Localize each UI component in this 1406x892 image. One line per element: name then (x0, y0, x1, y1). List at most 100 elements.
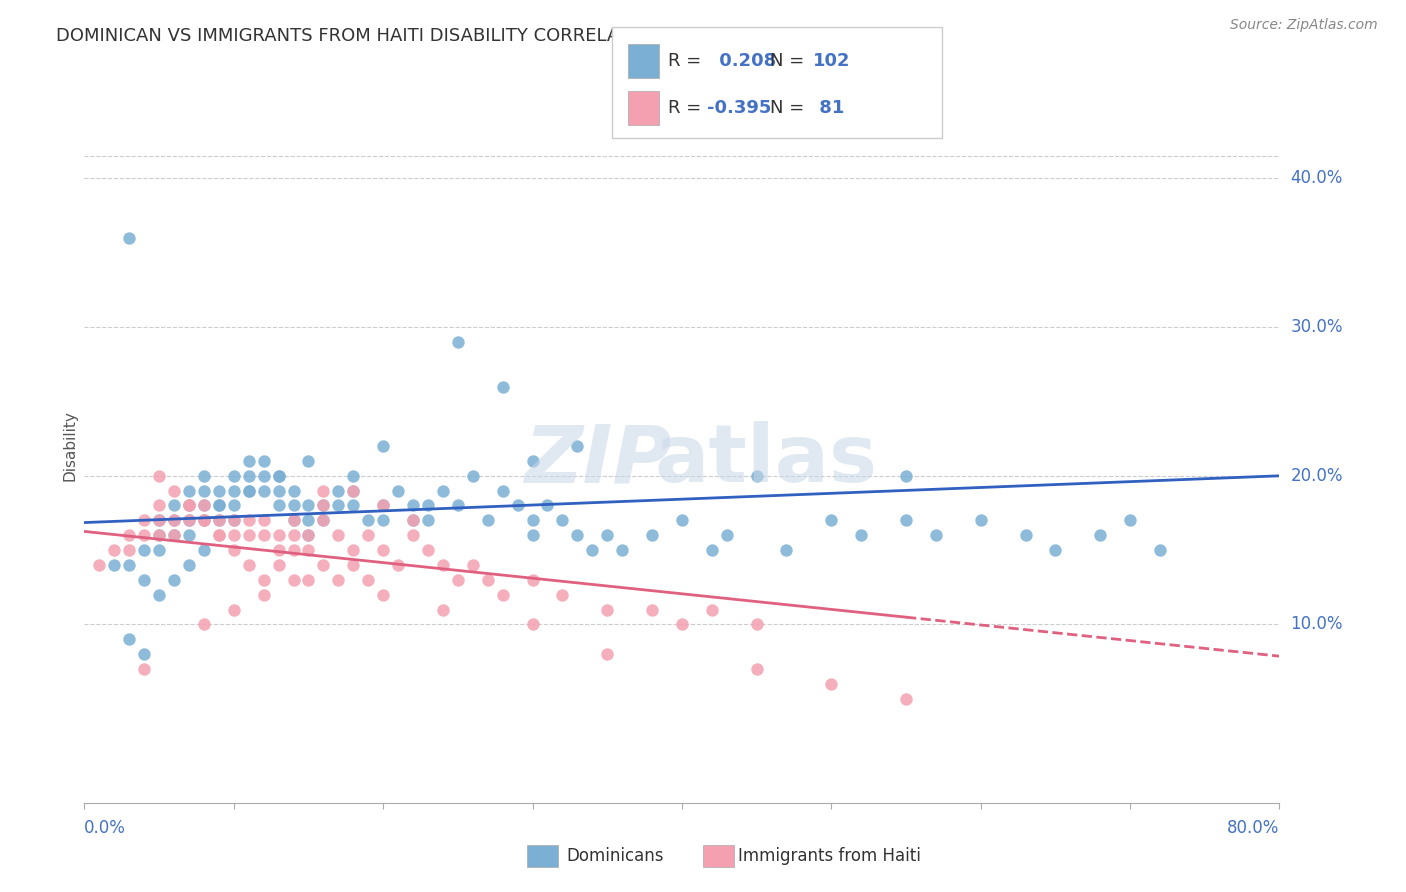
Point (373, 499, 395, 513)
Point (222, 528, 245, 542)
Point (522, 513, 544, 527)
Point (402, 513, 425, 527)
Point (283, 499, 305, 513)
Point (148, 528, 170, 542)
Point (177, 499, 200, 513)
Point (222, 543, 245, 558)
Point (177, 558, 200, 572)
Point (222, 602, 245, 616)
Point (745, 468, 768, 483)
Point (297, 499, 319, 513)
Point (177, 513, 200, 527)
Point (612, 543, 634, 558)
Point (267, 468, 290, 483)
Point (267, 558, 290, 572)
Point (193, 513, 215, 527)
Point (267, 543, 290, 558)
Point (477, 573, 499, 587)
Point (163, 513, 186, 527)
Point (193, 617, 215, 632)
Point (1119, 513, 1142, 527)
Point (596, 647, 619, 661)
Point (283, 528, 305, 542)
Point (148, 543, 170, 558)
Point (193, 499, 215, 513)
Point (222, 513, 245, 527)
Point (432, 602, 454, 616)
Point (387, 483, 409, 498)
Text: ZIP: ZIP (524, 421, 672, 500)
Point (671, 513, 693, 527)
Point (432, 483, 454, 498)
Y-axis label: Disability: Disability (62, 410, 77, 482)
Point (283, 483, 305, 498)
Text: 20.0%: 20.0% (1291, 467, 1343, 484)
Point (253, 573, 276, 587)
Point (357, 513, 380, 527)
Point (253, 588, 276, 602)
Point (820, 677, 842, 691)
Point (432, 558, 454, 572)
Point (357, 573, 380, 587)
Point (208, 528, 231, 542)
Point (238, 513, 260, 527)
Point (567, 528, 589, 542)
Point (312, 483, 335, 498)
Point (267, 483, 290, 498)
Point (522, 528, 544, 542)
Point (283, 573, 305, 587)
Point (132, 662, 156, 676)
Point (894, 468, 917, 483)
Point (208, 513, 231, 527)
Point (581, 543, 603, 558)
Text: R =: R = (668, 52, 707, 70)
Point (103, 543, 125, 558)
Point (222, 468, 245, 483)
Point (492, 588, 515, 602)
Point (373, 513, 395, 527)
Point (222, 483, 245, 498)
Point (253, 528, 276, 542)
Point (925, 528, 948, 542)
Point (132, 647, 156, 661)
Point (177, 499, 200, 513)
Point (297, 513, 319, 527)
Text: 80.0%: 80.0% (1227, 820, 1279, 838)
Point (1090, 528, 1112, 542)
Text: 30.0%: 30.0% (1291, 318, 1343, 336)
Point (342, 483, 364, 498)
Point (851, 528, 873, 542)
Point (342, 483, 364, 498)
Point (551, 513, 574, 527)
Point (342, 558, 364, 572)
Text: 10.0%: 10.0% (1291, 615, 1343, 633)
Point (148, 499, 170, 513)
Point (118, 543, 141, 558)
Point (312, 499, 335, 513)
Point (208, 483, 231, 498)
Point (118, 528, 141, 542)
Point (163, 513, 186, 527)
Point (177, 499, 200, 513)
Point (373, 543, 395, 558)
Point (357, 528, 380, 542)
Point (163, 483, 186, 498)
Text: N =: N = (770, 52, 810, 70)
Point (253, 483, 276, 498)
Point (253, 454, 276, 468)
Point (402, 499, 425, 513)
Point (238, 468, 260, 483)
Text: N =: N = (770, 99, 810, 117)
Point (193, 513, 215, 527)
Point (297, 543, 319, 558)
Point (177, 513, 200, 527)
Point (148, 513, 170, 527)
Point (522, 617, 544, 632)
Point (373, 439, 395, 453)
Point (193, 499, 215, 513)
Point (551, 588, 574, 602)
Point (193, 468, 215, 483)
Point (118, 558, 141, 572)
Point (297, 528, 319, 542)
Point (447, 334, 470, 349)
